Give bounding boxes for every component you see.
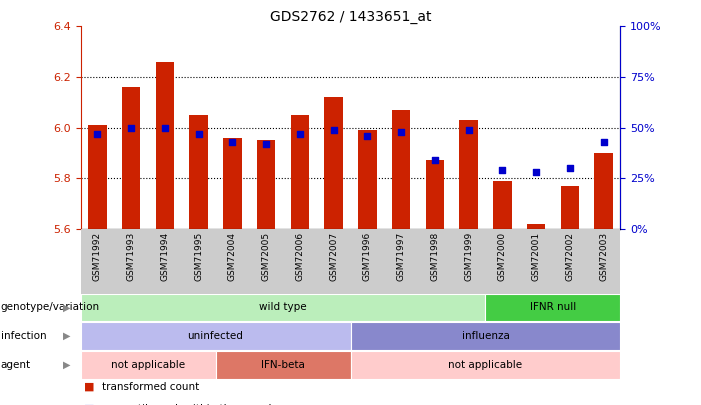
Text: GSM72007: GSM72007 (329, 232, 338, 281)
Text: transformed count: transformed count (102, 382, 199, 392)
Point (159, 124, 170, 131)
Bar (81, 229, 620, 294)
Point (261, 141, 272, 147)
Text: GSM72002: GSM72002 (565, 232, 574, 281)
Point (564, 165, 576, 171)
Text: GSM72004: GSM72004 (228, 232, 237, 281)
Text: IFN-beta: IFN-beta (261, 360, 305, 370)
Text: GSM71998: GSM71998 (430, 232, 440, 281)
Bar (358, 130, 376, 229)
Bar (88, 125, 107, 229)
Bar (189, 115, 208, 229)
Text: GSM72005: GSM72005 (261, 232, 271, 281)
Text: infection: infection (1, 331, 46, 341)
Point (395, 128, 407, 135)
Point (598, 139, 609, 145)
Bar (426, 160, 444, 229)
Point (531, 169, 542, 175)
Text: ■: ■ (84, 404, 95, 405)
Bar (325, 97, 343, 229)
Bar (493, 181, 512, 229)
Text: ▶: ▶ (63, 331, 70, 341)
Point (463, 126, 474, 133)
Text: uninfected: uninfected (188, 331, 243, 341)
Bar (561, 186, 579, 229)
Text: ▶: ▶ (63, 303, 70, 312)
Bar (216, 351, 350, 379)
Text: GSM72000: GSM72000 (498, 232, 507, 281)
Text: not applicable: not applicable (449, 360, 522, 370)
Text: GSM72003: GSM72003 (599, 232, 608, 281)
Point (92, 130, 103, 137)
Text: GSM71993: GSM71993 (127, 232, 136, 281)
Point (497, 167, 508, 173)
Text: GSM71997: GSM71997 (397, 232, 406, 281)
Bar (257, 140, 275, 229)
Text: genotype/variation: genotype/variation (1, 303, 100, 312)
Text: GSM71999: GSM71999 (464, 232, 473, 281)
Bar (223, 138, 242, 229)
Text: wild type: wild type (259, 303, 307, 312)
Point (294, 130, 306, 137)
Text: GSM71994: GSM71994 (161, 232, 170, 281)
Bar (526, 224, 545, 229)
Bar (392, 110, 410, 229)
Text: percentile rank within the sample: percentile rank within the sample (102, 404, 278, 405)
Point (125, 124, 137, 131)
Bar (594, 153, 613, 229)
Bar (122, 87, 140, 229)
Text: agent: agent (1, 360, 31, 370)
Point (328, 126, 339, 133)
Point (362, 132, 373, 139)
Text: GSM72006: GSM72006 (295, 232, 304, 281)
Bar (459, 120, 478, 229)
Point (227, 139, 238, 145)
Text: GSM71995: GSM71995 (194, 232, 203, 281)
Text: GSM71996: GSM71996 (363, 232, 372, 281)
Bar (81, 294, 485, 321)
Text: ■: ■ (84, 382, 95, 392)
Bar (156, 62, 175, 229)
Bar (350, 322, 620, 350)
Text: not applicable: not applicable (111, 360, 185, 370)
Text: ▶: ▶ (63, 360, 70, 370)
Point (429, 157, 440, 163)
Text: GSM72001: GSM72001 (531, 232, 540, 281)
Bar (485, 294, 620, 321)
Bar (291, 115, 309, 229)
Text: GSM71992: GSM71992 (93, 232, 102, 281)
Text: IFNR null: IFNR null (530, 303, 576, 312)
Text: GDS2762 / 1433651_at: GDS2762 / 1433651_at (270, 10, 431, 24)
Bar (81, 351, 216, 379)
Bar (81, 322, 350, 350)
Point (193, 130, 204, 137)
Text: influenza: influenza (461, 331, 510, 341)
Bar (350, 351, 620, 379)
